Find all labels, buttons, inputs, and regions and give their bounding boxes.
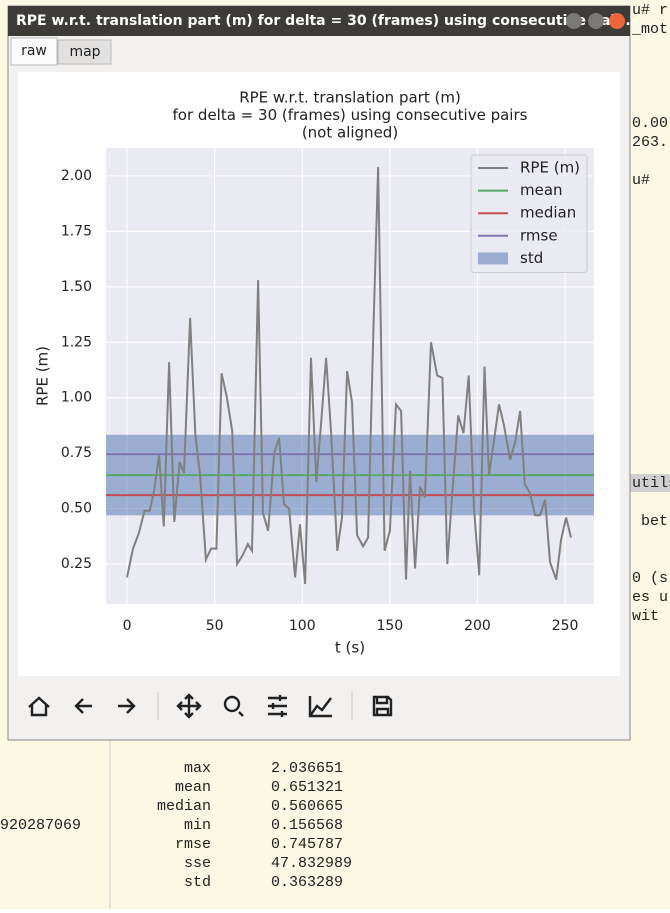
y-tick-label: 0.75 bbox=[61, 445, 92, 461]
chart-title: (not aligned) bbox=[302, 124, 398, 142]
tab-raw[interactable] bbox=[10, 37, 58, 66]
legend-label: rmse bbox=[520, 226, 558, 244]
back-button[interactable] bbox=[74, 698, 92, 714]
terminal-fragment: 920287069 bbox=[0, 817, 81, 834]
stat-name: sse bbox=[184, 855, 211, 872]
stat-name: median bbox=[157, 798, 211, 815]
terminal-fragment: es u bbox=[632, 589, 668, 606]
stat-name: max bbox=[184, 760, 211, 777]
customize-button[interactable] bbox=[308, 696, 332, 718]
y-tick-label: 2.00 bbox=[61, 168, 92, 184]
stat-name: rmse bbox=[175, 836, 211, 853]
legend-label: mean bbox=[520, 181, 563, 199]
terminal-fragment: 0 (s bbox=[632, 570, 668, 587]
minimize-button[interactable] bbox=[566, 13, 582, 29]
toolbar bbox=[28, 692, 393, 720]
legend-label: median bbox=[520, 204, 576, 222]
title-bar bbox=[8, 6, 630, 36]
stat-value: 2.036651 bbox=[271, 760, 343, 777]
legend bbox=[470, 154, 588, 273]
stat-value: 0.745787 bbox=[271, 836, 343, 853]
chart-title: for delta = 30 (frames) using consecutiv… bbox=[173, 106, 528, 124]
stat-value: 0.651321 bbox=[271, 779, 343, 796]
y-tick-label: 1.25 bbox=[61, 334, 92, 350]
terminal-bar bbox=[630, 474, 670, 492]
maximize-button[interactable] bbox=[588, 13, 604, 29]
stat-name: std bbox=[184, 874, 211, 891]
x-tick-label: 0 bbox=[123, 618, 132, 634]
data-line bbox=[126, 167, 572, 585]
x-tick-label: 250 bbox=[552, 618, 579, 634]
forward-button[interactable] bbox=[118, 698, 136, 714]
y-tick-label: 1.75 bbox=[61, 223, 92, 239]
chart-title: RPE w.r.t. translation part (m) bbox=[239, 89, 461, 107]
y-tick-label: 0.25 bbox=[61, 556, 92, 572]
stat-value: 0.560665 bbox=[271, 798, 343, 815]
y-tick-label: 1.50 bbox=[61, 279, 92, 295]
terminal-fragment: bet bbox=[641, 513, 668, 530]
terminal-fragment: wit bbox=[632, 608, 659, 625]
terminal-fragment: _mot bbox=[631, 21, 668, 38]
x-axis-label: t (s) bbox=[335, 639, 365, 657]
stat-value: 0.156568 bbox=[271, 817, 343, 834]
legend-label: RPE (m) bbox=[520, 159, 580, 177]
legend-label: std bbox=[520, 249, 543, 267]
tab-map[interactable] bbox=[57, 39, 112, 65]
zoom-icon bbox=[223, 695, 241, 713]
home-button[interactable] bbox=[28, 696, 50, 717]
y-tick-label: 0.50 bbox=[61, 501, 92, 517]
window-title: RPE w.r.t. translation part (m) for delt… bbox=[16, 13, 636, 29]
x-tick-label: 50 bbox=[206, 618, 224, 634]
tab-label: raw bbox=[21, 43, 47, 59]
tab-label: map bbox=[69, 44, 100, 60]
terminal-fragment: 263. bbox=[632, 134, 668, 151]
close-button[interactable] bbox=[609, 13, 625, 29]
x-tick-label: 100 bbox=[289, 618, 316, 634]
x-tick-label: 150 bbox=[376, 618, 403, 634]
subplots-button[interactable] bbox=[268, 695, 287, 717]
terminal-fragment: u# bbox=[632, 172, 650, 189]
y-tick-label: 1.00 bbox=[61, 390, 92, 406]
terminal-fragment: 0.00 bbox=[632, 115, 668, 132]
stat-name: mean bbox=[175, 779, 211, 796]
x-tick-label: 200 bbox=[464, 618, 491, 634]
stat-name: min bbox=[184, 817, 211, 834]
legend-swatch bbox=[478, 252, 508, 265]
terminal-fragment: utils/s bbox=[632, 475, 670, 492]
save-button[interactable] bbox=[372, 695, 393, 717]
zoom-button[interactable] bbox=[238, 711, 244, 717]
y-axis-label: RPE (m) bbox=[34, 346, 52, 406]
stat-value: 0.363289 bbox=[271, 874, 343, 891]
pan-button[interactable] bbox=[176, 693, 202, 719]
stat-value: 47.832989 bbox=[271, 855, 352, 872]
terminal-fragment: u# r bbox=[632, 2, 668, 19]
